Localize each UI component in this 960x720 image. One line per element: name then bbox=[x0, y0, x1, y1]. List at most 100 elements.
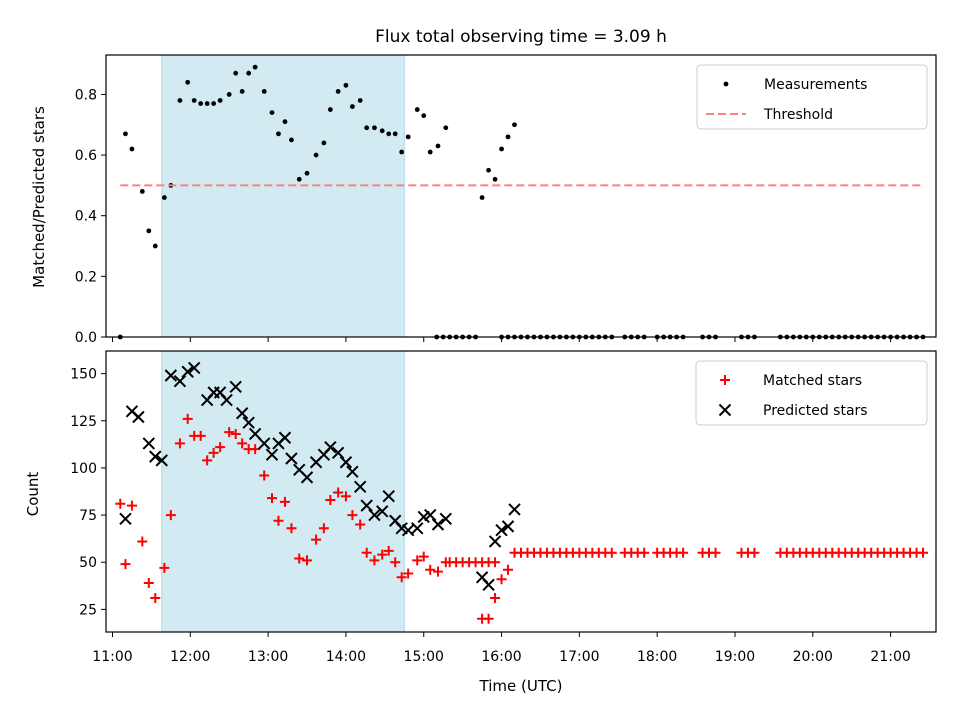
measurement-point bbox=[204, 101, 210, 106]
x-tick-label: 19:00 bbox=[715, 649, 755, 665]
measurement-point bbox=[129, 146, 135, 152]
x-tick-label: 17:00 bbox=[559, 649, 599, 665]
matched-stars-point bbox=[208, 447, 219, 458]
shaded-span bbox=[161, 350, 405, 633]
matched-stars-point bbox=[418, 551, 429, 562]
measurement-point bbox=[177, 98, 183, 103]
predicted-stars-point bbox=[300, 471, 314, 484]
predicted-stars-point bbox=[482, 578, 495, 592]
measurement-point bbox=[198, 101, 204, 106]
y-tick-label: 150 bbox=[70, 367, 97, 383]
y-tick-label: 75 bbox=[79, 508, 97, 524]
matched-stars-point bbox=[433, 566, 443, 577]
predicted-stars-point bbox=[285, 452, 298, 465]
measurement-point bbox=[233, 70, 239, 76]
matched-stars-point bbox=[126, 500, 137, 511]
matched-stars-point bbox=[383, 545, 394, 556]
matched-stars-point bbox=[361, 547, 372, 558]
predicted-stars-point bbox=[376, 505, 389, 518]
x-tick-label: 20:00 bbox=[793, 649, 833, 665]
predicted-stars-point bbox=[353, 480, 367, 493]
matched-stars-point bbox=[237, 438, 248, 449]
matched-stars-point bbox=[490, 557, 501, 568]
matched-stars-point bbox=[150, 593, 161, 604]
matched-stars-point bbox=[639, 547, 650, 558]
y-tick-label: 100 bbox=[70, 461, 97, 477]
y-tick-label: 0.2 bbox=[75, 269, 97, 285]
predicted-stars-point bbox=[229, 380, 242, 394]
legend-box bbox=[695, 360, 928, 426]
predicted-stars-point bbox=[119, 512, 132, 526]
measurement-point bbox=[443, 125, 449, 131]
predicted-stars-point bbox=[360, 499, 373, 512]
matched-stars-point bbox=[250, 444, 261, 455]
matched-stars-point bbox=[503, 564, 514, 575]
predicted-stars-point bbox=[431, 518, 445, 531]
measurement-point bbox=[146, 228, 152, 234]
predicted-stars-point bbox=[495, 523, 508, 537]
predicted-stars-point bbox=[331, 446, 345, 460]
matched-stars-point bbox=[115, 498, 126, 509]
matched-stars-point bbox=[202, 455, 213, 466]
predicted-stars-point bbox=[220, 393, 233, 407]
measurement-point bbox=[379, 128, 385, 134]
measurement-point bbox=[211, 101, 217, 106]
x-axis-label: Time (UTC) bbox=[479, 677, 563, 695]
predicted-stars-point bbox=[368, 508, 381, 522]
legend-marker-matched bbox=[720, 375, 730, 385]
shaded-span bbox=[161, 54, 405, 338]
measurement-point bbox=[161, 195, 167, 200]
legend-label: Matched stars bbox=[763, 373, 862, 389]
measurement-point bbox=[492, 176, 498, 182]
measurement-point bbox=[321, 140, 327, 146]
legend: Matched stars Predicted stars bbox=[695, 360, 928, 426]
predicted-stars-point bbox=[439, 512, 452, 526]
matched-stars-point bbox=[182, 413, 193, 424]
matched-stars-point bbox=[396, 572, 407, 583]
matched-stars-point bbox=[215, 442, 226, 453]
predicted-stars-point bbox=[242, 416, 255, 429]
predicted-stars-point bbox=[501, 520, 515, 533]
predicted-stars-point bbox=[339, 456, 353, 469]
matched-stars-point bbox=[311, 534, 322, 545]
x-tick-label: 12:00 bbox=[170, 649, 210, 665]
bottom-y-axis-label: Count bbox=[24, 472, 42, 517]
top-panel: 0.0 0.2 0.4 0.6 0.8 Measurements Threshold bbox=[75, 54, 937, 346]
series-matched-stars bbox=[115, 413, 929, 624]
x-tick-label: 14:00 bbox=[326, 649, 366, 665]
measurement-point bbox=[139, 189, 145, 194]
matched-stars-point bbox=[120, 559, 131, 570]
matched-stars-point bbox=[918, 547, 929, 558]
matched-stars-point bbox=[195, 430, 206, 441]
matched-stars-point bbox=[267, 493, 277, 504]
predicted-stars-point bbox=[248, 427, 262, 441]
predicted-stars-point bbox=[278, 431, 292, 444]
measurement-point bbox=[191, 98, 197, 103]
predicted-stars-point bbox=[265, 448, 279, 461]
predicted-stars-point bbox=[164, 369, 178, 382]
matched-stars-point bbox=[143, 577, 154, 588]
measurement-point bbox=[364, 125, 370, 131]
measurement-point bbox=[372, 125, 377, 131]
matched-stars-point bbox=[496, 574, 507, 585]
measurement-point bbox=[226, 92, 232, 97]
y-tick-label: 0.8 bbox=[75, 87, 97, 103]
predicted-stars-point bbox=[411, 522, 424, 535]
x-tick-label: 15:00 bbox=[404, 649, 444, 665]
measurement-point bbox=[350, 104, 355, 109]
measurement-point bbox=[282, 119, 288, 125]
measurement-point bbox=[392, 131, 398, 137]
measurement-point bbox=[405, 134, 411, 140]
predicted-stars-point bbox=[173, 374, 187, 388]
measurement-point bbox=[435, 143, 441, 149]
measurement-point bbox=[499, 146, 504, 152]
measurement-point bbox=[486, 167, 491, 173]
predicted-stars-point bbox=[424, 508, 437, 522]
matched-stars-point bbox=[294, 553, 305, 564]
bottom-panel: 25 50 75 100 125 150 11:00 12:00 13:00 14:00 15:00… bbox=[70, 350, 937, 665]
matched-stars-point bbox=[369, 555, 380, 566]
measurement-point bbox=[276, 131, 281, 137]
legend-label: Threshold bbox=[763, 107, 833, 123]
matched-stars-point bbox=[224, 427, 235, 438]
predicted-stars-point bbox=[324, 440, 337, 454]
